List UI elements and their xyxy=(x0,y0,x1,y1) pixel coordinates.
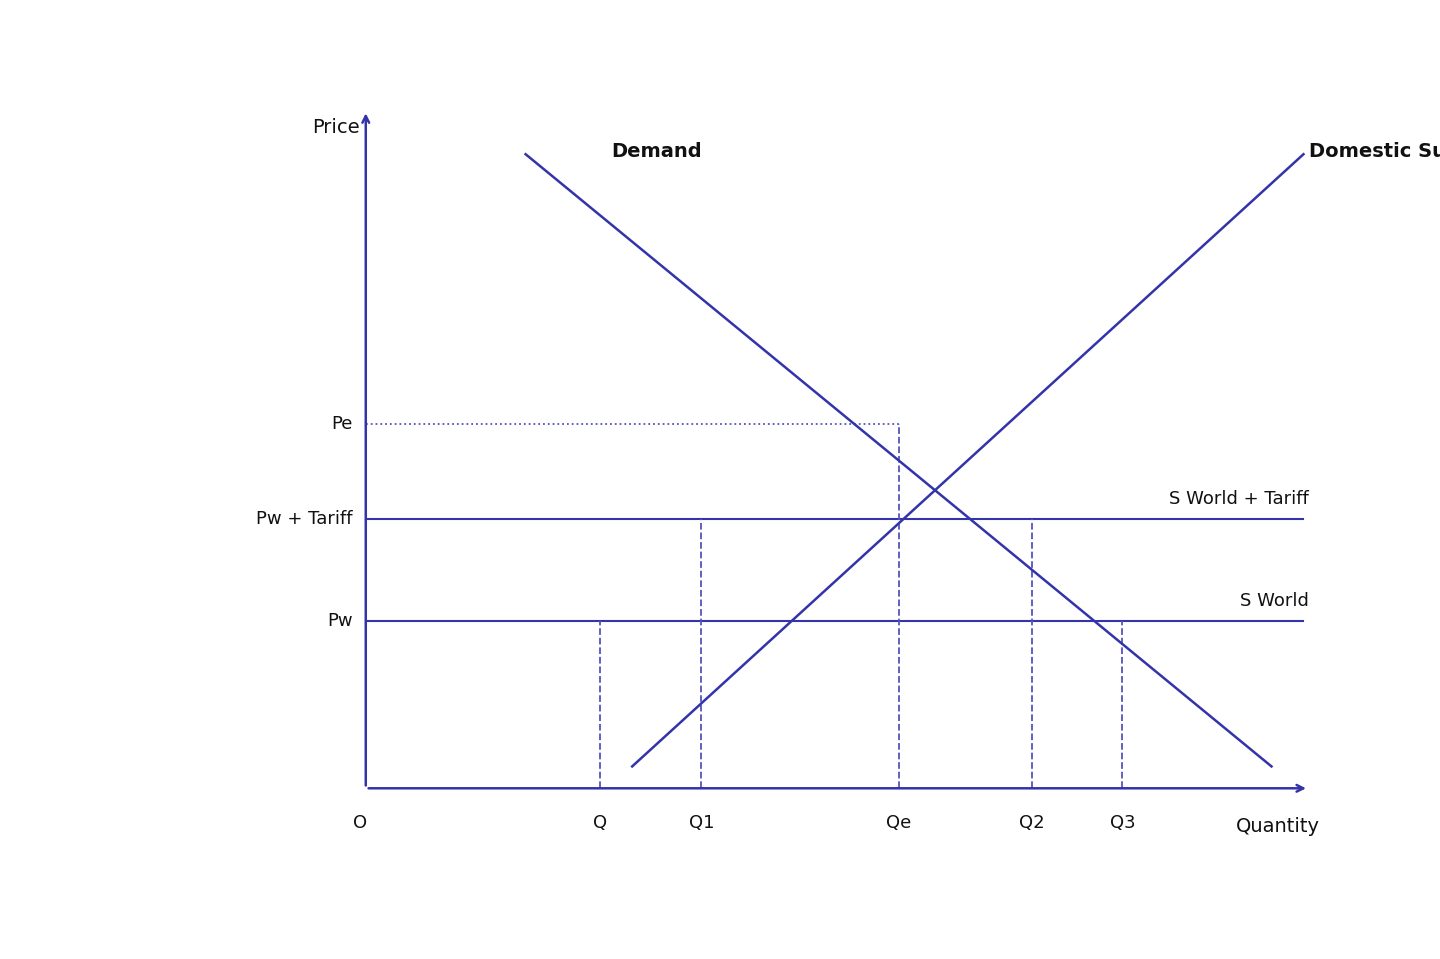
Text: Pw: Pw xyxy=(327,612,353,630)
Text: Pw + Tariff: Pw + Tariff xyxy=(256,509,353,527)
Text: Domestic Supply: Domestic Supply xyxy=(1309,143,1440,161)
Text: Q3: Q3 xyxy=(1110,814,1135,831)
Text: Qe: Qe xyxy=(886,814,912,831)
Text: O: O xyxy=(353,814,367,831)
Text: Q2: Q2 xyxy=(1020,814,1044,831)
Text: Demand: Demand xyxy=(611,143,701,161)
Text: S World + Tariff: S World + Tariff xyxy=(1169,490,1309,507)
Text: S World: S World xyxy=(1240,592,1309,610)
Text: Price: Price xyxy=(312,118,360,137)
Text: Pe: Pe xyxy=(331,415,353,433)
Text: Q1: Q1 xyxy=(688,814,714,831)
Text: Quantity: Quantity xyxy=(1236,817,1319,836)
Text: Q: Q xyxy=(593,814,608,831)
